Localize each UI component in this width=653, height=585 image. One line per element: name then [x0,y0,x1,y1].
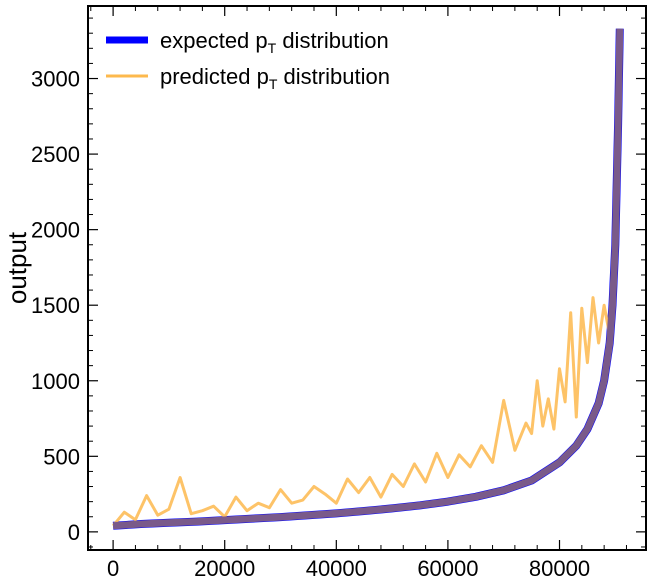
y-tick-label: 1500 [31,293,80,318]
y-tick-label: 1000 [31,369,80,394]
y-tick-label: 3000 [31,67,80,92]
y-tick-label: 500 [43,444,80,469]
x-tick-label: 60000 [417,556,478,581]
axes-frame [87,5,647,551]
legend-label-expected: expected pT distribution [160,28,389,56]
y-tick-label: 2500 [31,142,80,167]
x-tick-label: 40000 [306,556,367,581]
x-tick-label: 0 [107,556,119,581]
y-axis-title: output [2,231,32,304]
legend: expected pT distribution predicted pT dis… [106,28,390,92]
x-tick-label: 80000 [529,556,590,581]
legend-label-predicted: predicted pT distribution [160,64,390,92]
overlap-series-line [112,28,624,530]
plot-area [111,28,624,530]
y-tick-label: 2000 [31,218,80,243]
expected-series-line [112,28,624,530]
axes: 0 20000 40000 60000 80000 0 500 1000 1500 2000 250… [2,5,647,581]
x-tick-label: 20000 [194,556,255,581]
predicted-series-line [111,36,622,527]
y-tick-label: 0 [68,520,80,545]
